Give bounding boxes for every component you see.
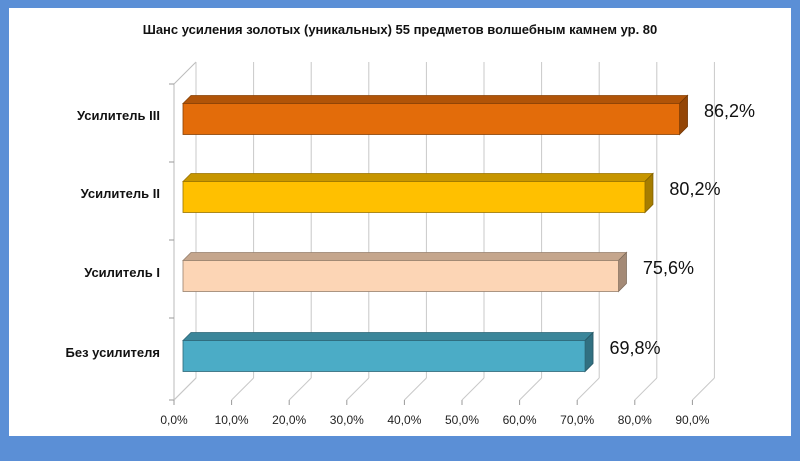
bar — [182, 103, 680, 135]
floor-gridline — [173, 377, 197, 401]
category-label: Усилитель III — [77, 108, 160, 123]
category-label: Усилитель I — [84, 265, 160, 280]
data-label: 75,6% — [643, 258, 694, 278]
floor-gridline — [404, 377, 427, 401]
bar — [182, 181, 646, 213]
floor-gridline — [692, 377, 715, 401]
bar — [182, 340, 586, 372]
data-label: 80,2% — [669, 179, 720, 199]
x-tick-label: 60,0% — [503, 413, 537, 427]
data-label: 86,2% — [704, 101, 755, 121]
x-tick-label: 10,0% — [215, 413, 249, 427]
x-tick-label: 80,0% — [618, 413, 652, 427]
x-tick-label: 90,0% — [675, 413, 709, 427]
x-tick-label: 30,0% — [330, 413, 364, 427]
bar-top — [182, 173, 654, 182]
x-tick-label: 20,0% — [272, 413, 306, 427]
floor-gridline — [519, 377, 542, 401]
floor-gridline — [634, 377, 658, 401]
floor-gridline — [231, 377, 254, 401]
bar-top — [182, 332, 595, 341]
bar-top — [182, 95, 689, 104]
data-label: 69,8% — [610, 338, 661, 358]
floor-gridline — [576, 377, 600, 401]
bar — [182, 260, 619, 292]
x-tick-label: 40,0% — [387, 413, 421, 427]
category-label: Без усилителя — [66, 345, 160, 360]
floor-gridline — [346, 377, 370, 401]
x-tick-label: 0,0% — [160, 413, 188, 427]
x-tick-label: 70,0% — [560, 413, 594, 427]
bar-top — [182, 252, 628, 261]
side-wall-top-edge — [173, 61, 197, 85]
category-label: Усилитель II — [81, 186, 160, 201]
chart-title: Шанс усиления золотых (уникальных) 55 пр… — [142, 22, 658, 37]
floor-gridline — [288, 377, 312, 401]
floor-gridline — [461, 377, 485, 401]
x-tick-label: 50,0% — [445, 413, 479, 427]
